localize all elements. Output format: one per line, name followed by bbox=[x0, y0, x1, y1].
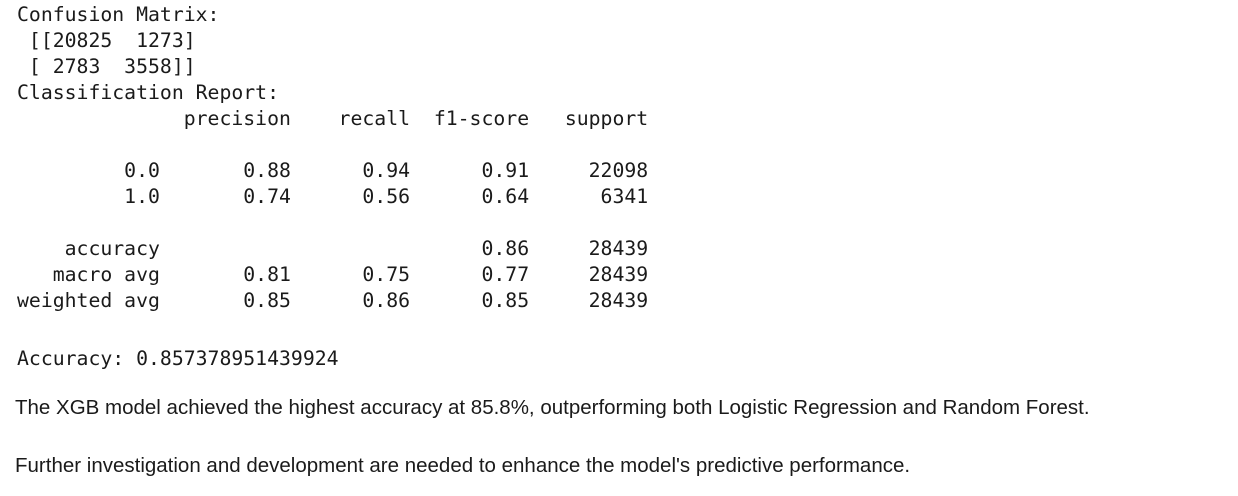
followup-paragraph: Further investigation and development ar… bbox=[15, 454, 911, 477]
report-row-weighted-avg: weighted avg 0.85 0.86 0.85 28439 bbox=[17, 289, 649, 312]
classification-report-label: Classification Report: bbox=[17, 81, 280, 104]
report-row-accuracy: accuracy 0.86 28439 bbox=[17, 237, 649, 260]
report-row: 0.0 0.88 0.94 0.91 22098 bbox=[17, 159, 649, 182]
accuracy-output: Accuracy: 0.857378951439924 bbox=[17, 347, 339, 370]
report-row-macro-avg: macro avg 0.81 0.75 0.77 28439 bbox=[17, 263, 649, 286]
report-blank-line: ​ bbox=[17, 210, 648, 236]
report-header: precision recall f1-score support bbox=[17, 107, 649, 130]
matrix-row: [[20825 1273] bbox=[17, 29, 196, 52]
confusion-matrix-label: Confusion Matrix: bbox=[17, 3, 220, 26]
report-row: 1.0 0.74 0.56 0.64 6341 bbox=[17, 185, 649, 208]
report-blank-line: ​ bbox=[17, 132, 648, 158]
summary-paragraph: The XGB model achieved the highest accur… bbox=[15, 396, 1090, 419]
classification-output: Confusion Matrix: [[20825 1273] [ 2783 3… bbox=[17, 2, 648, 314]
matrix-row: [ 2783 3558]] bbox=[17, 55, 196, 78]
